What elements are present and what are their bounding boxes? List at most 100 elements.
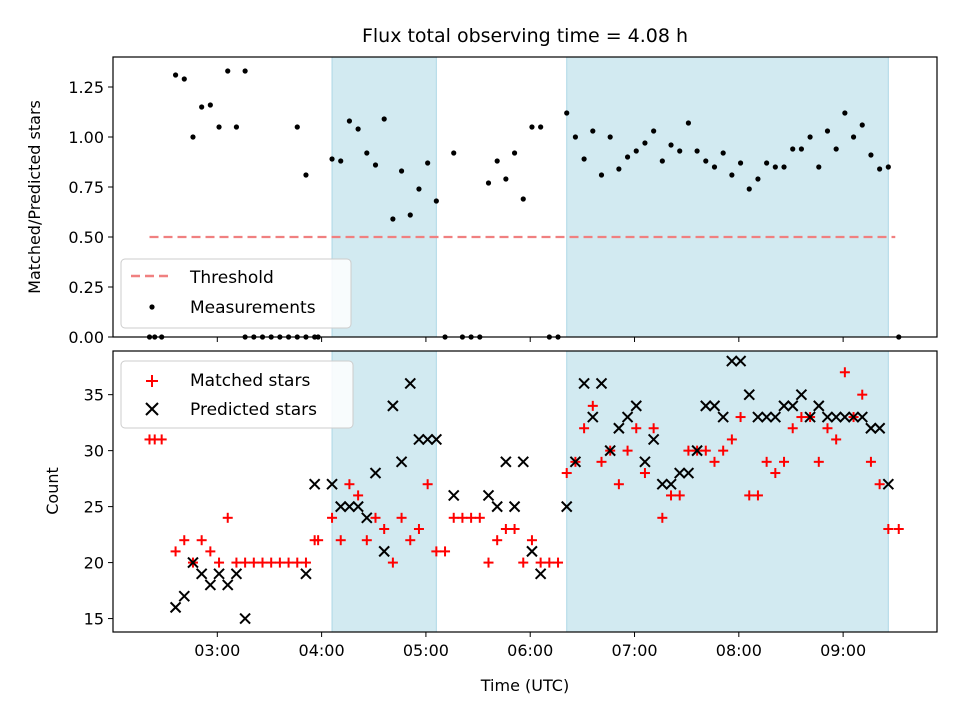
- matched-star-point: [240, 557, 251, 568]
- predicted-star-point: [604, 444, 616, 457]
- measurement-point: [416, 186, 422, 192]
- predicted-star-point: [578, 377, 590, 390]
- matched-star-point: [274, 557, 285, 568]
- predicted-star-point: [691, 444, 703, 457]
- top-shaded-regions: [331, 56, 889, 338]
- matched-star-point: [156, 434, 167, 445]
- matched-star-points: [144, 367, 904, 568]
- measurement-point: [607, 134, 613, 140]
- x-b: [395, 456, 408, 468]
- x-b: [326, 478, 338, 490]
- matched-star-point: [222, 512, 233, 523]
- x-b: [656, 478, 669, 490]
- x-b: [647, 433, 660, 446]
- matched-star-point: [196, 535, 207, 546]
- matched-star-point: [387, 557, 398, 568]
- matched-star-point: [752, 490, 763, 501]
- predicted-star-point: [561, 500, 573, 513]
- x-b: [169, 601, 182, 614]
- x-b: [587, 411, 599, 423]
- measurement-point: [694, 148, 700, 154]
- matched-star-point: [396, 512, 407, 523]
- measurement-point: [850, 134, 857, 140]
- matched-star-point: [370, 512, 381, 523]
- measurement-point: [581, 156, 587, 162]
- matched-star-point: [466, 512, 477, 523]
- matched-star-point: [674, 490, 685, 501]
- predicted-star-point: [213, 568, 225, 580]
- x-b: [308, 478, 321, 490]
- matched-star-point: [170, 546, 181, 557]
- predicted-star-point: [587, 411, 599, 423]
- predicted-star-point: [865, 422, 877, 434]
- measurement-point: [485, 180, 492, 186]
- predicted-star-point: [369, 467, 382, 479]
- matched-star-point: [231, 557, 242, 568]
- measurement-point: [633, 148, 639, 154]
- measurement-point: [564, 110, 570, 116]
- measurement-point: [885, 164, 891, 170]
- predicted-star-point: [343, 500, 356, 513]
- x-b: [335, 500, 347, 513]
- matched-star-point: [613, 479, 624, 490]
- x-b: [847, 411, 860, 423]
- measurement-point: [407, 212, 413, 218]
- measurement-point: [181, 76, 187, 82]
- x-b: [743, 388, 755, 401]
- predicted-star-point: [674, 467, 686, 479]
- measurement-point: [364, 150, 370, 156]
- matched-star-point: [683, 445, 694, 456]
- x-b: [708, 400, 721, 412]
- predicted-star-point: [508, 500, 521, 513]
- x-b: [717, 411, 729, 423]
- matched-star-point: [526, 535, 537, 546]
- top-y-ticks: 0.00 0.25 0.50 0.75 1.00 1.25: [68, 78, 113, 347]
- matched-star-point: [813, 456, 824, 467]
- y-tick-label: 30: [84, 442, 104, 461]
- x-b: [674, 467, 686, 479]
- predicted-star-point: [378, 545, 390, 558]
- matched-star-point: [474, 512, 485, 523]
- predicted-star-point: [204, 579, 217, 591]
- predicted-star-point: [430, 433, 443, 446]
- bottom-panel: 15 20 25 30 35 03:00 04:00 05:00 06:00 07:00 08:0…: [43, 350, 938, 695]
- y-tick-label: 0.75: [68, 178, 104, 197]
- x-b: [734, 355, 747, 367]
- y-tick-label: 1.00: [68, 128, 104, 147]
- matched-star-point: [353, 490, 364, 501]
- matched-star-point: [639, 468, 650, 479]
- predicted-star-point: [630, 400, 642, 412]
- x-b: [213, 568, 225, 580]
- measurement-point: [746, 186, 752, 192]
- matched-star-point: [248, 557, 259, 568]
- predicted-star-point: [665, 478, 677, 490]
- measurement-point: [685, 120, 692, 126]
- matched-star-point: [709, 456, 720, 467]
- y-tick-label: 35: [84, 386, 104, 405]
- x-tick-label: 09:00: [820, 641, 866, 660]
- x-b: [491, 500, 503, 513]
- bottom-y-ticks: 15 20 25 30 35: [84, 386, 113, 629]
- predicted-star-point: [717, 411, 729, 423]
- x-b: [352, 500, 364, 513]
- x-b: [813, 400, 825, 412]
- matched-star-point: [266, 557, 277, 568]
- measurement-point: [372, 162, 379, 168]
- x-b: [404, 377, 416, 390]
- measurement-point: [338, 158, 344, 164]
- matched-star-point: [422, 479, 433, 490]
- matched-star-point: [509, 524, 520, 535]
- x-b: [830, 411, 842, 423]
- matched-star-point: [874, 479, 885, 490]
- y-tick-label: 0.00: [68, 328, 104, 347]
- measurement-point: [346, 118, 353, 124]
- matched-star-point: [596, 456, 607, 467]
- predicted-star-point: [569, 456, 582, 468]
- x-b: [430, 433, 443, 446]
- predicted-star-point: [778, 400, 790, 412]
- x-b: [821, 411, 834, 423]
- matched-star-point: [796, 412, 807, 423]
- bottom-x-ticks: 03:00 04:00 05:00 06:00 07:00 08:00 09:00: [194, 632, 866, 660]
- x-b: [769, 411, 782, 423]
